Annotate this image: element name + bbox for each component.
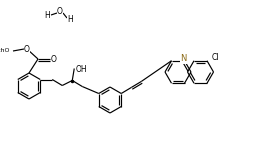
Text: H: H: [44, 12, 50, 20]
Text: OH: OH: [75, 65, 87, 74]
Text: O: O: [24, 44, 30, 54]
Text: O: O: [57, 7, 63, 17]
Text: N: N: [180, 54, 187, 63]
Text: H: H: [67, 15, 73, 23]
Text: methO: methO: [0, 49, 10, 54]
Text: Cl: Cl: [211, 53, 219, 62]
Text: O: O: [51, 55, 57, 65]
